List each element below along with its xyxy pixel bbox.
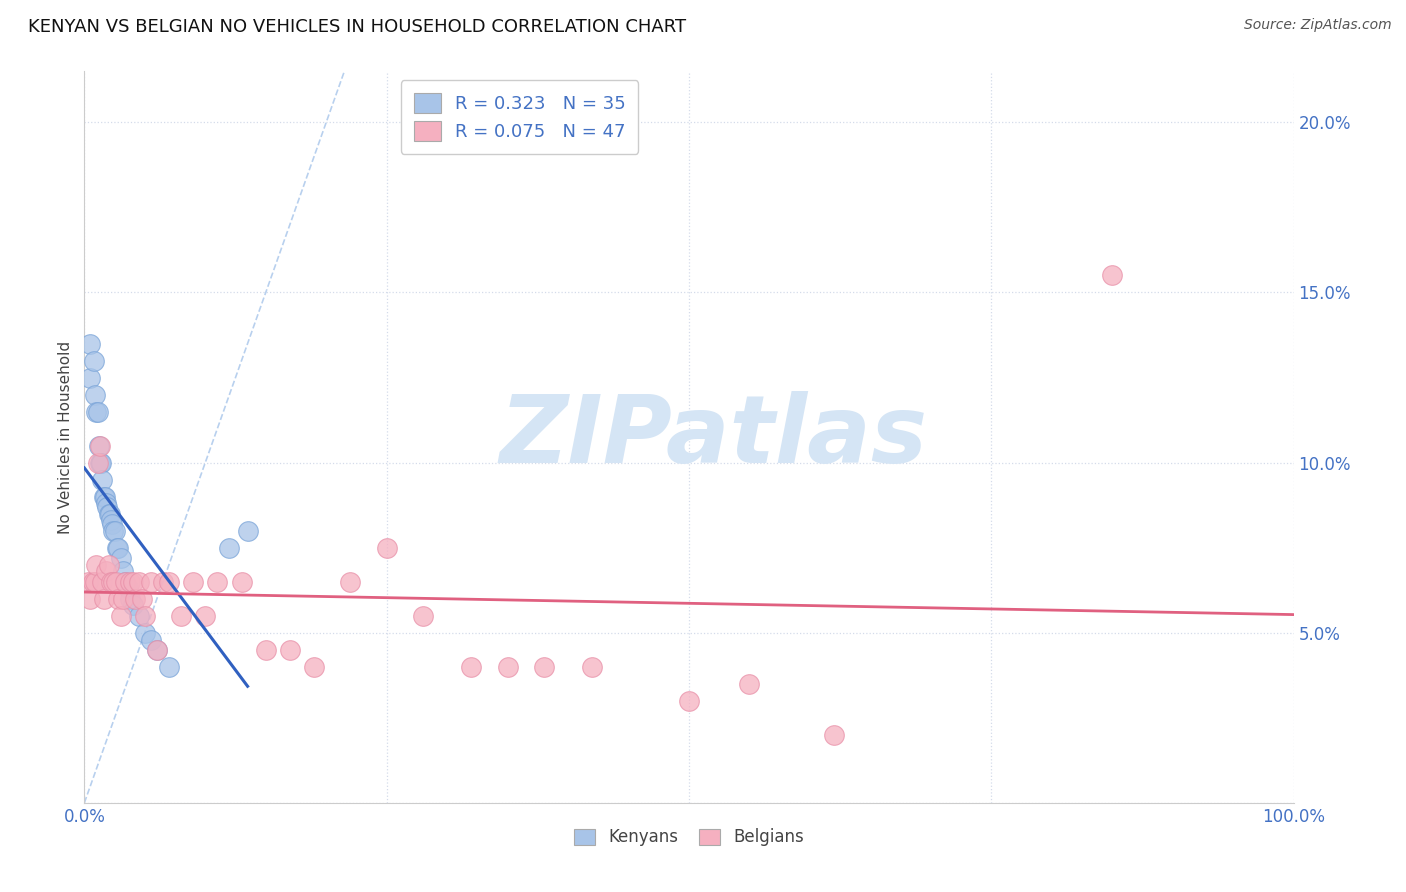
Point — [103, 524, 125, 538]
Point — [112, 591, 135, 606]
Point — [110, 608, 132, 623]
Point — [101, 516, 124, 531]
Point — [146, 642, 169, 657]
Point — [170, 608, 193, 623]
Point — [90, 456, 112, 470]
Point — [87, 439, 110, 453]
Point — [236, 524, 259, 538]
Point — [97, 507, 120, 521]
Point — [86, 558, 108, 572]
Point — [107, 591, 129, 606]
Point — [96, 500, 118, 514]
Point — [98, 507, 121, 521]
Point — [114, 574, 136, 589]
Point — [93, 490, 115, 504]
Point — [94, 496, 117, 510]
Point — [339, 574, 361, 589]
Point — [1101, 268, 1123, 283]
Point — [104, 574, 127, 589]
Point — [120, 591, 142, 606]
Point — [128, 608, 150, 623]
Point — [121, 574, 143, 589]
Point — [86, 404, 108, 418]
Point — [79, 370, 101, 384]
Point — [112, 565, 135, 579]
Point — [412, 608, 434, 623]
Point — [103, 574, 125, 589]
Point — [82, 574, 104, 589]
Legend: Kenyans, Belgians: Kenyans, Belgians — [567, 822, 811, 853]
Point — [146, 642, 169, 657]
Point — [94, 490, 117, 504]
Point — [93, 591, 115, 606]
Point — [533, 659, 555, 673]
Point — [139, 574, 162, 589]
Point — [678, 694, 700, 708]
Point — [302, 659, 325, 673]
Point — [207, 574, 229, 589]
Point — [120, 574, 142, 589]
Point — [79, 336, 101, 351]
Point — [231, 574, 253, 589]
Point — [496, 659, 519, 673]
Point — [121, 599, 143, 613]
Point — [114, 574, 136, 589]
Point — [124, 591, 146, 606]
Point — [254, 642, 277, 657]
Point — [117, 582, 139, 596]
Text: Source: ZipAtlas.com: Source: ZipAtlas.com — [1244, 18, 1392, 32]
Point — [89, 456, 111, 470]
Point — [91, 473, 114, 487]
Point — [375, 541, 398, 555]
Point — [84, 387, 107, 401]
Point — [218, 541, 240, 555]
Point — [97, 558, 120, 572]
Point — [278, 642, 301, 657]
Point — [107, 541, 129, 555]
Point — [134, 608, 156, 623]
Point — [738, 677, 761, 691]
Point — [100, 574, 122, 589]
Point — [77, 574, 100, 589]
Point — [104, 524, 127, 538]
Point — [181, 574, 204, 589]
Point — [89, 439, 111, 453]
Point — [110, 550, 132, 565]
Point — [128, 574, 150, 589]
Point — [105, 541, 128, 555]
Point — [581, 659, 603, 673]
Point — [86, 456, 108, 470]
Point — [131, 591, 153, 606]
Point — [84, 574, 107, 589]
Point — [460, 659, 482, 673]
Point — [86, 404, 108, 418]
Text: KENYAN VS BELGIAN NO VEHICLES IN HOUSEHOLD CORRELATION CHART: KENYAN VS BELGIAN NO VEHICLES IN HOUSEHO… — [28, 18, 686, 36]
Point — [79, 591, 101, 606]
Point — [194, 608, 217, 623]
Point — [152, 574, 174, 589]
Point — [100, 513, 122, 527]
Text: ZIPatlas: ZIPatlas — [499, 391, 927, 483]
Point — [139, 632, 162, 647]
Point — [134, 625, 156, 640]
Point — [157, 574, 180, 589]
Y-axis label: No Vehicles in Household: No Vehicles in Household — [58, 341, 73, 533]
Point — [83, 353, 105, 368]
Point — [157, 659, 180, 673]
Point — [823, 728, 845, 742]
Point — [94, 565, 117, 579]
Point — [91, 574, 114, 589]
